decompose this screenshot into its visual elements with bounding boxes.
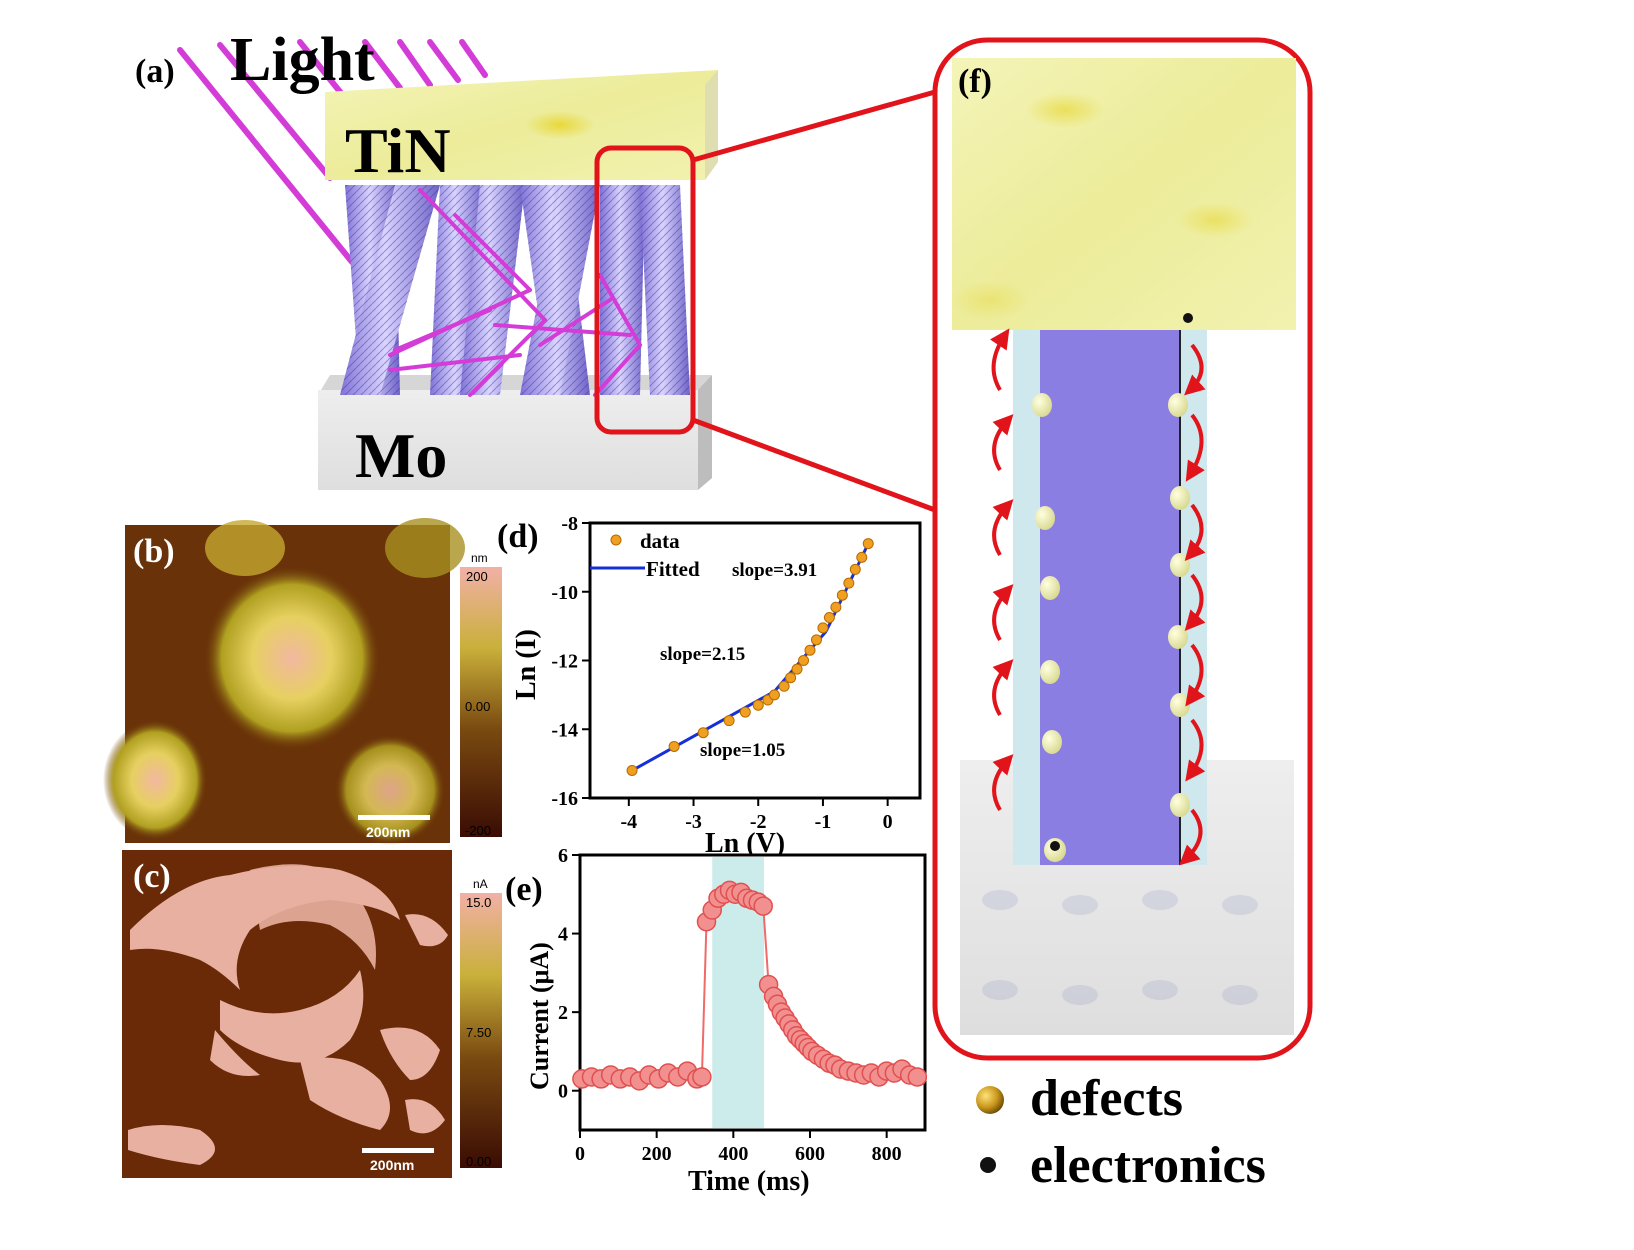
panel-c-label: (c) [133,858,171,895]
chart-d-data-point [804,644,816,656]
chart-e-ytick-label: 0 [558,1081,568,1103]
legend: defects electronics [976,1070,1266,1194]
chart-d-annotation-slope-1-05: slope=1.05 [700,740,785,761]
tin-label: TiN [345,115,451,186]
chart-e-ytick-label: 2 [558,1002,568,1024]
panel-a: (a) Light TiN Mo [135,26,936,513]
panel-f-defects-left [1032,393,1066,862]
chart-e-panel-label: (e) [505,871,543,908]
chart-e-ytick-label: 4 [558,924,568,946]
chart-d-data-point [752,699,764,711]
chart-e: 0 200 400 600 800 0 2 4 6 (e) Time (ms) Current … [505,845,928,1197]
panel-f-electron-bottom [1050,841,1060,851]
panel-f-defects-right [1168,393,1190,817]
chart-d-data-point [626,765,638,776]
chart-d-annotation-slope-3-91: slope=3.91 [732,560,817,581]
panel-a-label: (a) [135,53,175,90]
chart-d-data-point [810,634,822,646]
chart-d-data-point [791,663,803,675]
panel-c: 200nm (c) nA 15.0 7.50 0.00 [122,850,502,1178]
scalebar-c [362,1148,434,1153]
panel-b: 200nm (b) nm 200 0.00 -200 [103,518,502,845]
colorbar-c [460,893,502,1168]
chart-e-ytick-label: 6 [558,845,568,867]
light-rays [177,39,488,265]
chart-e-data-point [907,1067,928,1087]
chart-d-data-point [862,538,874,550]
colorbar-c-unit: nA [473,877,488,891]
chart-d-data-point [798,655,810,666]
chart-d-data-point [697,727,709,739]
chart-e-data-point [692,1067,712,1087]
chart-d-data-point [823,612,835,624]
chart-d-data-point [739,706,751,718]
legend-electronics-label: electronics [1030,1137,1266,1194]
chart-d-data-point [785,672,797,684]
scalebar-b [358,815,430,820]
zoom-line-top [692,89,936,163]
light-label: Light [230,26,375,94]
chart-e-xtick-label: 200 [642,1143,672,1165]
colorbar-b-tick-top: 200 [466,569,488,584]
tin-top-layer [325,70,718,180]
colorbar-c-tick-mid: 7.50 [466,1025,491,1040]
chart-d: -4 -3 -2 -1 0-16-14-12-10-8 (d) Ln (V) Ln (I… [497,513,922,859]
chart-d-data-point [817,622,829,634]
chart-d-data-point [668,740,680,752]
panel-f-label: (f) [958,63,992,100]
chart-e-xtick-label: 0 [575,1143,585,1165]
legend-defects-label: defects [1030,1070,1183,1127]
chart-d-panel-label: (d) [497,518,539,555]
chart-d-data-point [830,601,842,613]
mo-label: Mo [355,420,447,491]
chart-d-ytick-label: -16 [551,788,578,810]
chart-d-data-point [768,689,780,701]
chart-d-legend-data: data [640,529,680,553]
chart-d-xtick-label: -1 [815,811,832,833]
chart-d-data-point [836,589,848,601]
chart-d-legend-fit: Fitted [646,557,700,581]
panel-f: (f) [932,37,1313,1061]
legend-electronics-marker [980,1157,996,1173]
colorbar-b-tick-bottom: -200 [465,823,491,838]
scalebar-b-label: 200nm [366,824,410,840]
chart-d-data-point [849,563,861,575]
chart-d-ytick-label: -10 [551,582,578,604]
scalebar-c-label: 200nm [370,1157,414,1173]
chart-e-data-point [753,896,773,916]
chart-d-data-point [843,577,855,589]
chart-d-data-point [856,551,868,563]
zoom-line-bottom [692,417,936,513]
chart-d-xtick-label: -3 [685,811,702,833]
chart-d-ytick-label: -14 [551,719,578,741]
chart-e-xtick-label: 800 [872,1143,902,1165]
chart-d-data-point [723,715,735,727]
panel-f-arrows-left [990,328,1014,812]
colorbar-b-tick-mid: 0.00 [465,699,490,714]
colorbar-c-tick-bottom: 0.00 [466,1154,491,1169]
colorbar-b [460,567,502,837]
chart-d-ytick-label: -12 [551,651,578,673]
chart-d-ylabel: Ln (I) [511,629,542,700]
chart-d-legend-data-marker [610,534,622,546]
legend-defects-marker [976,1086,1004,1114]
chart-d-xtick-label: 0 [883,811,893,833]
chart-d-annotation-slope-2-15: slope=2.15 [660,644,745,665]
nanorods [340,185,690,395]
chart-e-xtick-label: 400 [718,1143,748,1165]
chart-d-data-point [778,680,790,692]
panel-f-electron-top [1183,313,1193,323]
chart-e-ylabel: Current (μA) [525,942,554,1090]
chart-d-xtick-label: -4 [620,811,637,833]
panel-f-arrows-right [1179,343,1206,866]
chart-e-xlabel: Time (ms) [688,1166,810,1197]
chart-d-xtick-label: -2 [750,811,767,833]
panel-f-core [1040,330,1180,865]
colorbar-b-unit: nm [471,551,488,565]
chart-e-xtick-label: 600 [795,1143,825,1165]
zoom-box [594,145,696,435]
chart-d-ytick-label: -8 [561,513,578,535]
colorbar-c-tick-top: 15.0 [466,895,491,910]
panel-b-label: (b) [133,533,175,570]
